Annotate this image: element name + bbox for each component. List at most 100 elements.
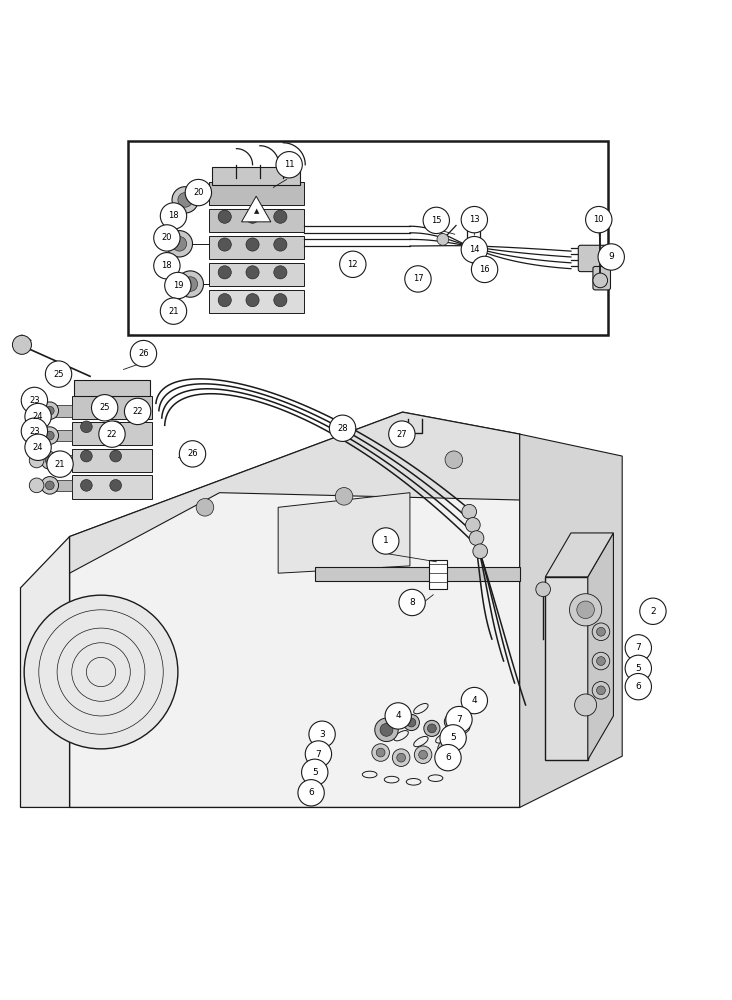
Circle shape — [625, 673, 651, 700]
Text: 7: 7 — [315, 750, 321, 759]
Circle shape — [178, 193, 193, 207]
Bar — [429, 560, 447, 589]
Circle shape — [246, 238, 259, 251]
Text: 7: 7 — [635, 643, 641, 652]
Circle shape — [218, 294, 231, 307]
Circle shape — [305, 741, 332, 767]
Circle shape — [389, 421, 415, 447]
Circle shape — [41, 402, 59, 419]
FancyBboxPatch shape — [209, 263, 304, 286]
Polygon shape — [70, 412, 520, 573]
Polygon shape — [242, 196, 271, 222]
Text: 6: 6 — [635, 682, 641, 691]
Circle shape — [45, 361, 72, 387]
Circle shape — [99, 421, 125, 447]
Circle shape — [372, 744, 389, 761]
Circle shape — [172, 236, 187, 251]
Circle shape — [274, 210, 287, 223]
Text: 24: 24 — [33, 412, 43, 421]
Circle shape — [575, 694, 597, 716]
Text: 22: 22 — [132, 407, 143, 416]
Text: 4: 4 — [395, 711, 401, 720]
Circle shape — [399, 589, 425, 616]
Circle shape — [179, 441, 206, 467]
FancyBboxPatch shape — [72, 396, 152, 419]
Circle shape — [597, 657, 605, 665]
Circle shape — [41, 427, 59, 444]
Circle shape — [246, 294, 259, 307]
Circle shape — [407, 718, 416, 727]
FancyBboxPatch shape — [593, 266, 610, 290]
Text: 23: 23 — [29, 396, 40, 405]
Circle shape — [380, 723, 393, 736]
Circle shape — [414, 746, 432, 764]
Circle shape — [110, 450, 122, 462]
Circle shape — [435, 744, 461, 771]
Text: 16: 16 — [479, 265, 490, 274]
Text: 24: 24 — [33, 443, 43, 452]
Circle shape — [569, 594, 602, 626]
Circle shape — [246, 210, 259, 223]
Circle shape — [154, 225, 180, 251]
Text: 20: 20 — [162, 233, 172, 242]
Bar — [467, 222, 480, 257]
Circle shape — [276, 152, 302, 178]
Text: 18: 18 — [168, 211, 179, 220]
Text: 15: 15 — [431, 216, 441, 225]
Circle shape — [29, 403, 44, 418]
Circle shape — [577, 601, 594, 619]
Circle shape — [302, 759, 328, 785]
Circle shape — [446, 706, 472, 733]
Circle shape — [45, 406, 54, 415]
Text: 23: 23 — [29, 427, 40, 436]
Text: 1: 1 — [383, 536, 389, 545]
Circle shape — [483, 267, 492, 276]
Circle shape — [625, 655, 651, 682]
Circle shape — [177, 271, 203, 297]
FancyBboxPatch shape — [209, 182, 304, 205]
Circle shape — [445, 451, 463, 469]
Circle shape — [444, 714, 460, 730]
Circle shape — [110, 421, 122, 433]
FancyBboxPatch shape — [72, 475, 152, 499]
Circle shape — [461, 236, 488, 263]
Circle shape — [24, 595, 178, 749]
FancyBboxPatch shape — [72, 449, 152, 472]
Circle shape — [309, 721, 335, 747]
Circle shape — [196, 499, 214, 516]
Text: ▲: ▲ — [253, 208, 259, 214]
Circle shape — [473, 544, 488, 559]
Circle shape — [166, 231, 193, 257]
Text: 5: 5 — [635, 664, 641, 673]
Circle shape — [21, 387, 48, 414]
Circle shape — [397, 753, 406, 762]
Circle shape — [462, 504, 477, 519]
Circle shape — [411, 274, 421, 284]
Circle shape — [329, 415, 356, 441]
Text: 27: 27 — [397, 430, 407, 439]
Circle shape — [597, 627, 605, 636]
Text: 20: 20 — [193, 188, 203, 197]
Circle shape — [154, 253, 180, 279]
Circle shape — [124, 398, 151, 425]
Circle shape — [25, 434, 51, 460]
Circle shape — [12, 335, 31, 354]
Circle shape — [586, 206, 612, 233]
Circle shape — [376, 748, 385, 757]
Circle shape — [448, 717, 457, 726]
Circle shape — [385, 703, 411, 729]
FancyBboxPatch shape — [209, 236, 304, 259]
Bar — [53, 405, 72, 417]
Text: 10: 10 — [594, 215, 604, 224]
Text: 9: 9 — [608, 252, 614, 261]
Text: 17: 17 — [413, 274, 423, 283]
Text: 4: 4 — [471, 696, 477, 705]
Circle shape — [29, 428, 44, 443]
Circle shape — [469, 531, 484, 545]
Text: 12: 12 — [348, 260, 358, 269]
Circle shape — [92, 395, 118, 421]
Circle shape — [474, 264, 486, 275]
Text: 8: 8 — [409, 598, 415, 607]
Text: 2: 2 — [650, 607, 656, 616]
Polygon shape — [588, 533, 613, 760]
